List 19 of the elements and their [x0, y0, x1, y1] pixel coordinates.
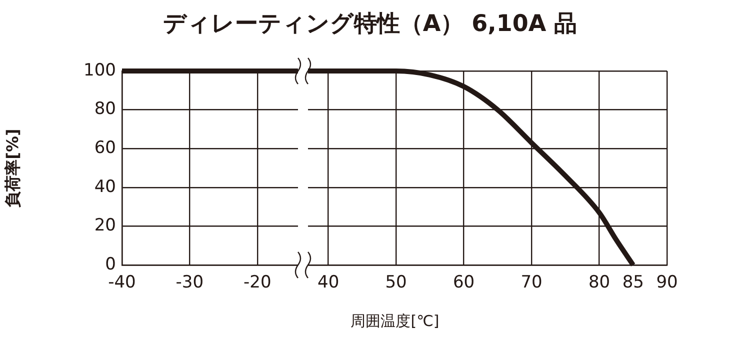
- y-tick-label: 100: [84, 60, 116, 80]
- x-tick-label: 40: [318, 272, 340, 293]
- y-tick-label: 60: [94, 138, 116, 158]
- x-tick-label: 85: [622, 272, 644, 293]
- y-tick-label: 20: [94, 216, 116, 236]
- y-tick-label: 40: [94, 176, 116, 197]
- x-tick-label: 60: [453, 272, 476, 293]
- x-tick-label: -40: [108, 272, 136, 293]
- x-tick-label: 90: [656, 272, 678, 293]
- x-tick-label: 70: [521, 272, 543, 293]
- text: ディレーティング特性（A） 6,10A 品: [162, 10, 578, 39]
- x-axis-title: 周囲温度[℃]: [350, 312, 440, 331]
- x-tick-label: -20: [243, 272, 272, 293]
- y-tick-label: 80: [94, 99, 116, 120]
- x-tick-label: 80: [588, 272, 610, 293]
- y-axis-title: 負荷率[%]: [2, 128, 22, 208]
- x-tick-label: -30: [176, 272, 204, 293]
- y-tick-label: 0: [105, 254, 116, 274]
- x-tick-label: 50: [386, 272, 408, 293]
